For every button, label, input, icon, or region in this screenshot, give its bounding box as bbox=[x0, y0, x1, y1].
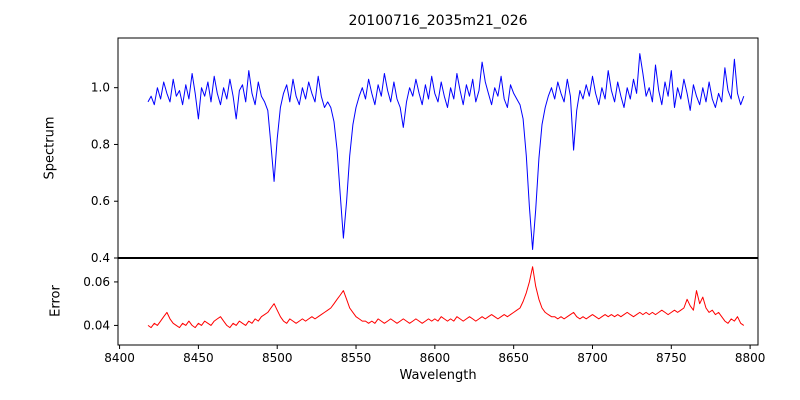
x-tick-label: 8500 bbox=[262, 351, 293, 365]
x-tick-label: 8600 bbox=[420, 351, 451, 365]
chart-title: 20100716_2035m21_026 bbox=[348, 13, 528, 29]
error-line bbox=[147, 266, 745, 329]
x-axis-label: Wavelength bbox=[399, 368, 477, 383]
spectrum-panel-border bbox=[117, 37, 759, 259]
x-tick-label: 8800 bbox=[735, 351, 766, 365]
y-tick-label: 0.6 bbox=[91, 194, 110, 208]
x-tick-label: 8700 bbox=[577, 351, 608, 365]
x-tick-label: 8450 bbox=[183, 351, 214, 365]
y-tick-label: 1.0 bbox=[91, 81, 110, 95]
y-tick-label: 0.4 bbox=[91, 251, 110, 265]
y-tick-label: 0.06 bbox=[83, 275, 110, 289]
spectrum-line bbox=[147, 53, 745, 250]
error-panel-border bbox=[117, 257, 759, 346]
y-tick-label: 0.8 bbox=[91, 137, 110, 151]
y-tick-label: 0.04 bbox=[83, 318, 110, 332]
x-tick-label: 8750 bbox=[656, 351, 687, 365]
x-tick-label: 8400 bbox=[104, 351, 135, 365]
x-tick-label: 8650 bbox=[498, 351, 529, 365]
x-tick-label: 8550 bbox=[341, 351, 372, 365]
